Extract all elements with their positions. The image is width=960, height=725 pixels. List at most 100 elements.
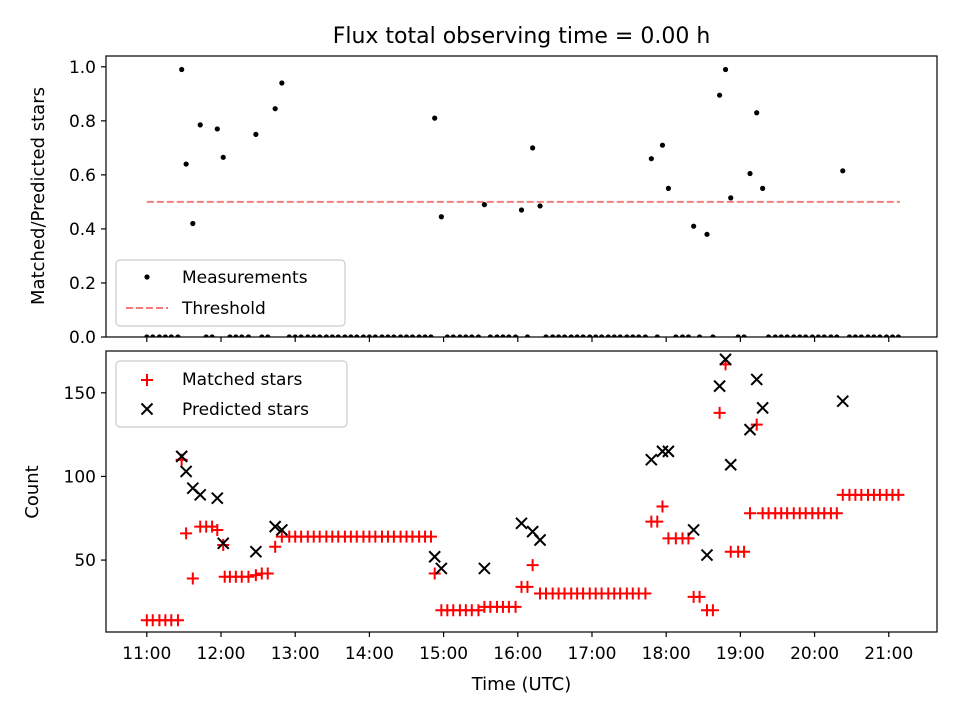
x-tick-label: 21:00: [864, 644, 913, 664]
matched-star-point: [713, 406, 726, 419]
predicted-star-point: [750, 373, 763, 386]
measurement-point: [305, 334, 311, 337]
top-legend: Measurements Threshold: [115, 259, 346, 327]
measurement-point: [428, 334, 434, 337]
measurement-point: [895, 334, 902, 337]
measurement-point: [416, 334, 422, 337]
predicted-star-point: [194, 488, 207, 502]
measurement-point: [329, 334, 335, 337]
measurement-point: [803, 334, 809, 337]
x-tick-label: 12:00: [197, 644, 246, 664]
measurement-point: [317, 334, 323, 337]
measurement-point: [469, 334, 475, 337]
top-axes-frame: [105, 55, 938, 338]
measurement-point: [791, 334, 797, 337]
top-y-tick-label: 0.6: [69, 166, 96, 186]
measurement-point: [348, 334, 354, 337]
x-tick-label: 13:00: [271, 644, 320, 664]
measurement-point: [580, 334, 586, 337]
matched-star-point: [744, 507, 757, 520]
measurement-point: [605, 334, 611, 337]
measurement-point: [150, 334, 156, 337]
matched-star-point: [738, 545, 751, 558]
measurement-point: [311, 334, 317, 337]
measurement-point: [821, 334, 827, 337]
predicted-star-point: [724, 458, 737, 471]
measurement-point: [735, 334, 741, 337]
measurement-point: [543, 334, 549, 337]
predicted-star-point: [743, 423, 757, 436]
measurement-point: [354, 334, 360, 337]
x-tick-label: 18:00: [642, 644, 691, 664]
measurement-point: [438, 214, 444, 220]
measurement-point: [760, 185, 766, 191]
measurement-point: [175, 334, 181, 337]
matched-star-point: [639, 587, 652, 600]
top-y-tick-label: 0.4: [69, 220, 96, 240]
bottom-y-tick-label: 100: [64, 467, 96, 487]
measurement-point: [537, 203, 543, 209]
measurement-point: [574, 334, 580, 337]
measurement-point: [784, 334, 790, 337]
measurement-point: [233, 334, 239, 337]
measurement-point: [366, 334, 372, 337]
legend-measurements-label: Measurements: [182, 268, 308, 288]
measurement-point: [487, 334, 493, 337]
measurement-point: [298, 334, 304, 337]
legend-measurements-marker: [144, 274, 150, 280]
predicted-star-point: [179, 465, 193, 478]
matched-star-point: [186, 572, 199, 585]
measurement-point: [391, 334, 397, 337]
measurement-point: [179, 66, 185, 73]
measurement-point: [665, 185, 672, 191]
predicted-star-point: [249, 545, 263, 558]
matched-star-point: [651, 515, 664, 528]
measurement-point: [858, 334, 864, 337]
x-tick-label: 14:00: [345, 644, 394, 664]
measurement-point: [717, 92, 723, 98]
x-tick-label: 17:00: [567, 644, 616, 664]
predicted-star-point: [515, 517, 528, 530]
measurement-point: [279, 80, 285, 86]
measurement-point: [587, 334, 593, 337]
measurement-point: [617, 334, 623, 337]
measurement-point: [550, 334, 556, 337]
measurement-point: [877, 334, 883, 337]
measurement-point: [403, 334, 410, 337]
measurement-point: [506, 334, 512, 337]
matched-star-point: [211, 523, 224, 536]
measurement-point: [659, 142, 666, 148]
top-y-tick-label: 0.2: [69, 274, 96, 294]
measurement-point: [883, 334, 890, 337]
x-tick-label: 15:00: [419, 644, 468, 664]
measurement-point: [722, 66, 729, 73]
matched-star-point: [750, 418, 763, 431]
top-y-tick-label: 0.0: [69, 328, 96, 348]
measurement-point: [475, 334, 482, 337]
measurement-point: [203, 334, 209, 337]
measurement-point: [685, 334, 692, 337]
bottom-y-tick-label: 50: [74, 551, 96, 571]
predicted-star-point: [435, 562, 448, 575]
x-tick-label: 16:00: [493, 644, 542, 664]
measurement-point: [512, 334, 519, 337]
predicted-star-point: [713, 379, 726, 393]
top-y-tick-label: 1.0: [69, 58, 96, 78]
legend-threshold-label: Threshold: [181, 299, 266, 319]
measurement-point: [197, 122, 203, 128]
matched-star-point: [830, 507, 843, 520]
measurement-point: [190, 220, 196, 227]
measurement-point: [696, 334, 703, 337]
measurement-point: [259, 334, 265, 337]
predicted-star-point: [175, 450, 188, 463]
measurement-point: [648, 156, 654, 162]
measurement-point: [636, 334, 642, 337]
measurement-point: [815, 334, 821, 337]
measurement-point: [728, 195, 734, 201]
measurement-point: [654, 334, 660, 337]
predicted-star-point: [268, 520, 282, 533]
measurement-point: [253, 131, 259, 137]
top-legend-box: [115, 259, 346, 327]
measurement-point: [422, 334, 428, 337]
